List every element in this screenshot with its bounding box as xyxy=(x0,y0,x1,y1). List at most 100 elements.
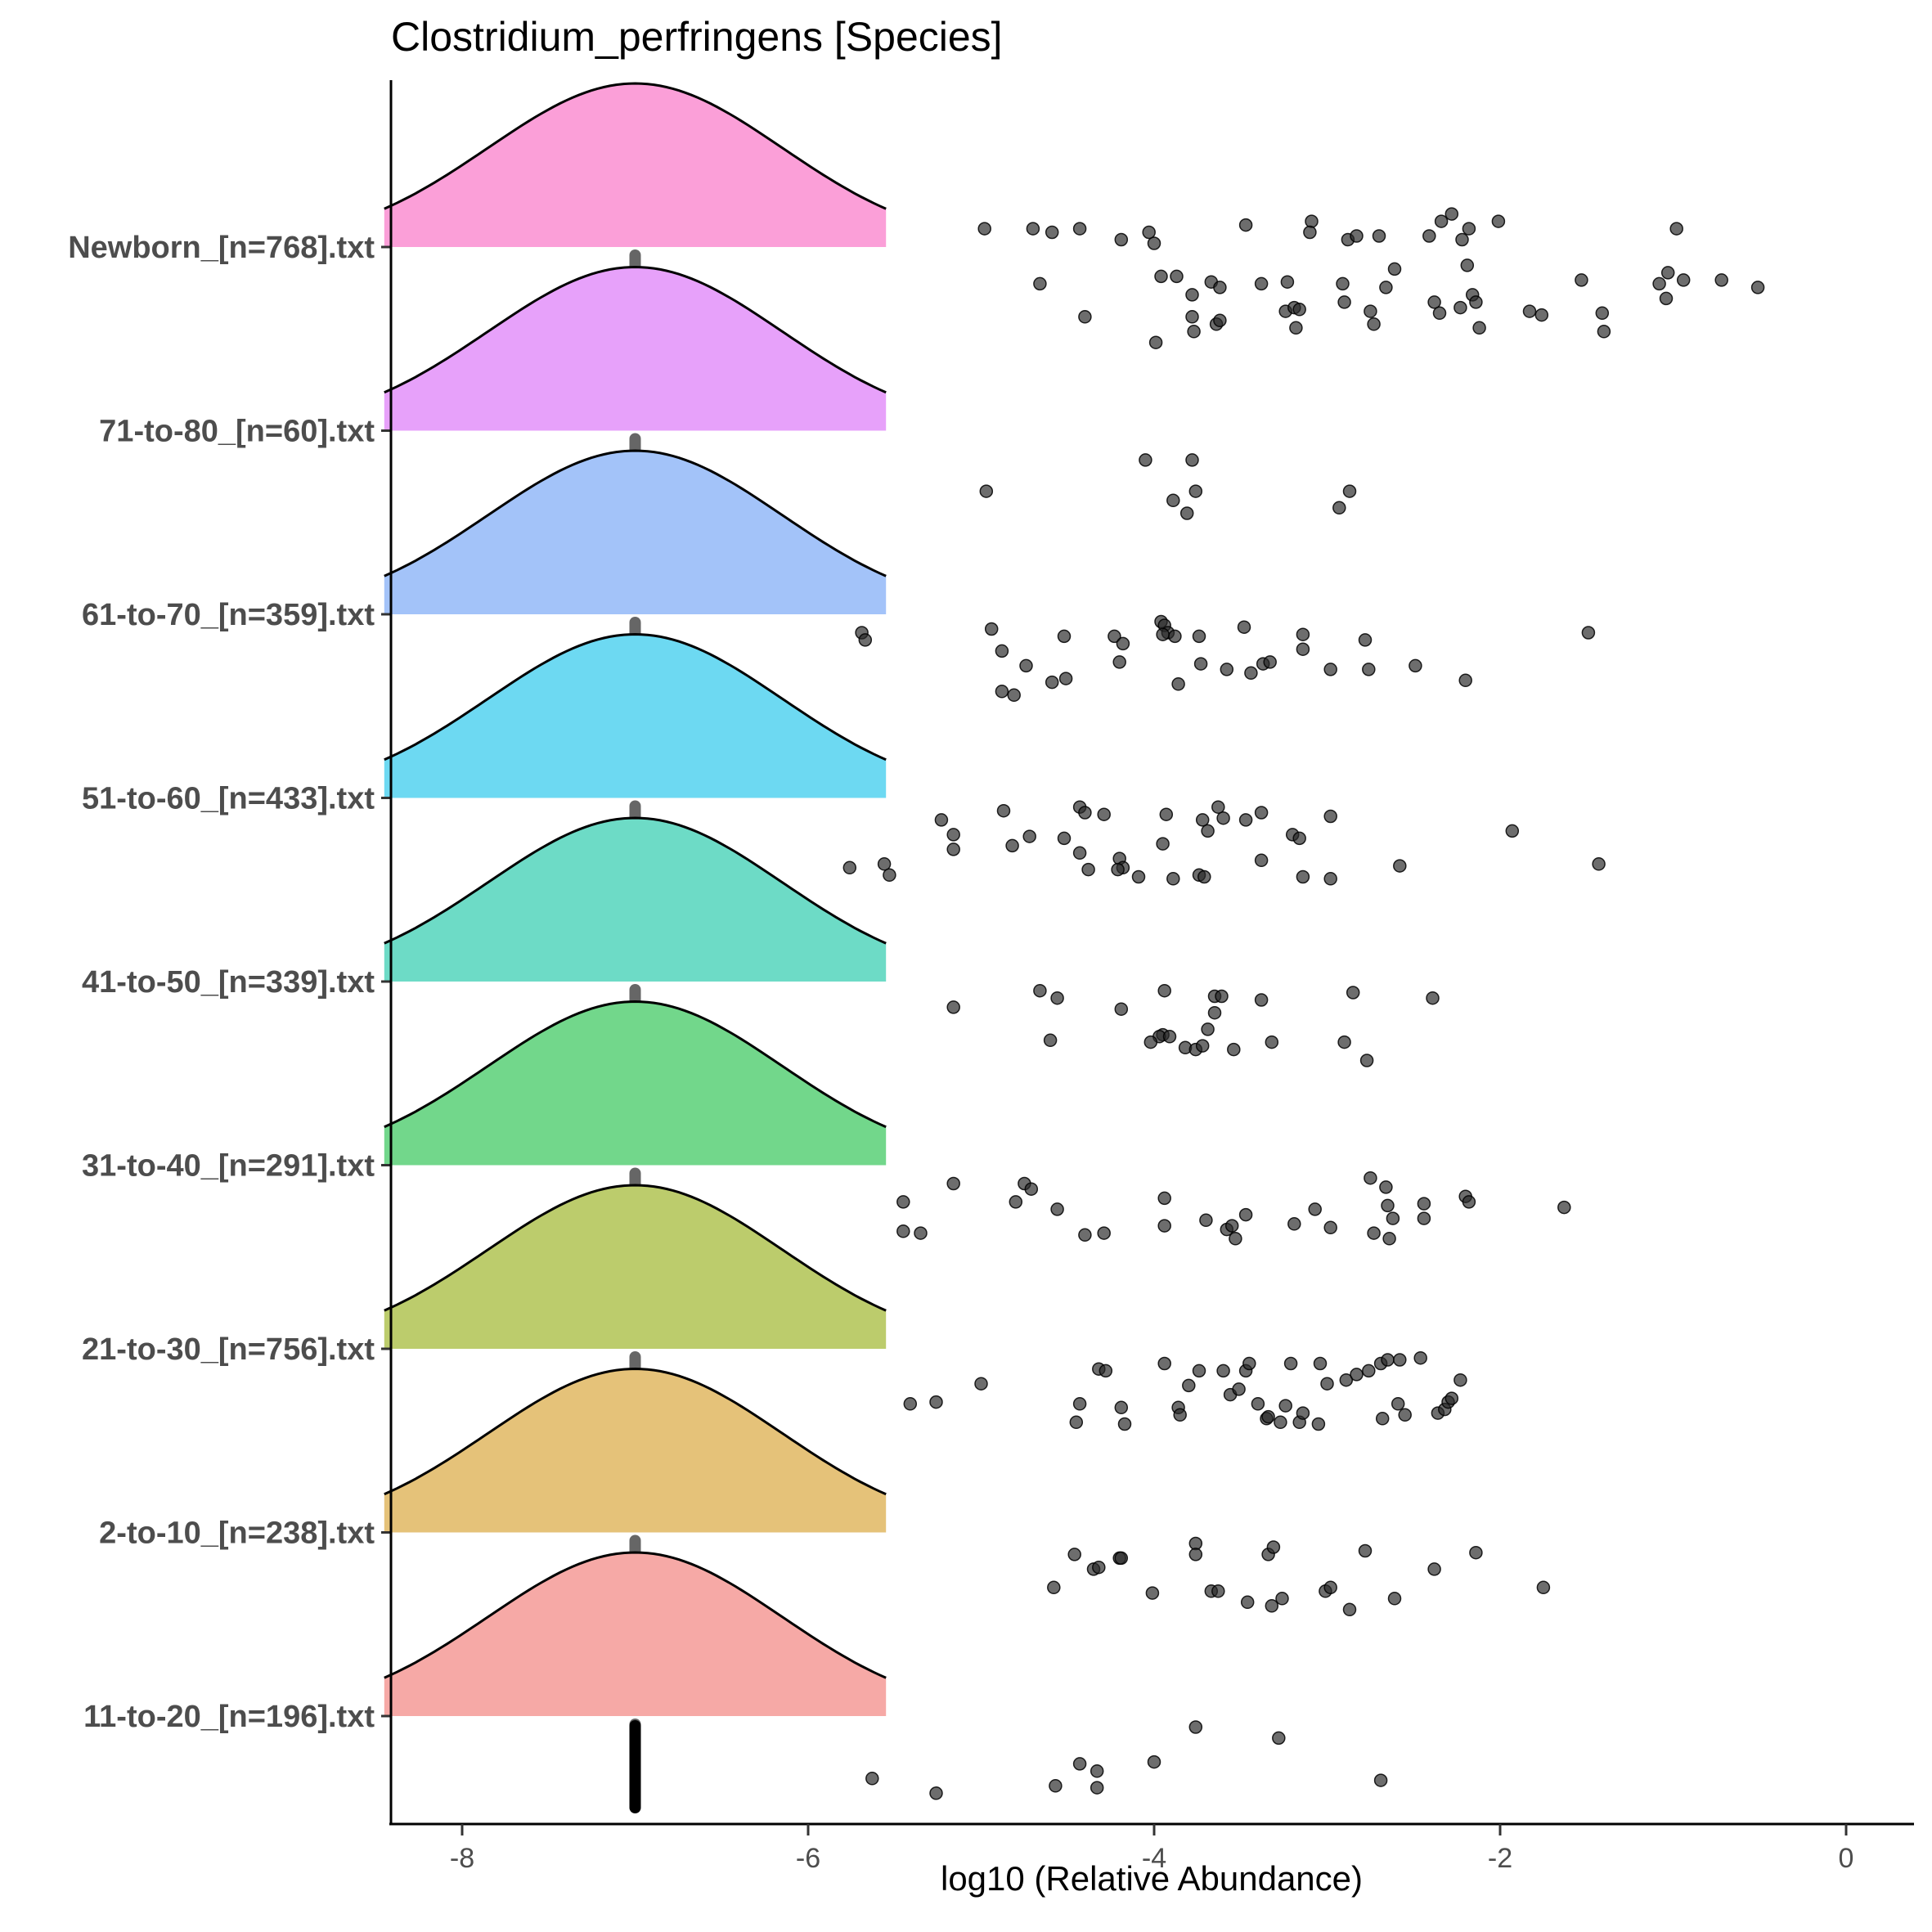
data-point xyxy=(1045,675,1059,690)
data-point xyxy=(1427,295,1441,309)
data-point xyxy=(1336,276,1350,291)
data-point xyxy=(1422,229,1436,243)
data-point xyxy=(1238,218,1253,232)
data-point xyxy=(1213,281,1227,294)
data-point xyxy=(1358,1543,1373,1558)
y-tick-label: 2-to-10_[n=238].txt xyxy=(99,1516,375,1551)
data-point xyxy=(1413,1350,1427,1365)
data-point xyxy=(1364,1170,1377,1185)
data-point xyxy=(1305,214,1319,228)
data-point xyxy=(929,1395,943,1409)
ridge-outline xyxy=(384,1184,887,1312)
data-point xyxy=(1254,276,1269,291)
data-point xyxy=(1168,629,1182,644)
data-point xyxy=(1072,1757,1087,1771)
data-point xyxy=(1188,1720,1203,1734)
ridge-fill xyxy=(384,83,887,247)
data-point xyxy=(1090,1781,1104,1795)
data-point xyxy=(995,685,1009,699)
data-point xyxy=(929,1786,943,1800)
data-point xyxy=(1081,862,1095,877)
data-point xyxy=(1254,993,1269,1007)
data-point xyxy=(1154,269,1168,284)
data-point xyxy=(1469,1545,1483,1560)
data-point xyxy=(865,1772,879,1786)
data-point xyxy=(1072,1397,1087,1411)
x-tick-label: -2 xyxy=(1488,1843,1512,1874)
data-point xyxy=(1455,232,1469,247)
x-tick-label: -8 xyxy=(450,1843,474,1874)
data-point xyxy=(1026,222,1040,236)
data-point xyxy=(1367,1226,1381,1240)
data-point xyxy=(995,644,1009,658)
data-point xyxy=(1592,857,1606,871)
data-point xyxy=(1350,229,1364,243)
y-tick-label: 71-to-80_[n=60].txt xyxy=(99,415,375,449)
data-point xyxy=(1265,1599,1279,1613)
data-point xyxy=(1197,869,1211,884)
ridge-outline xyxy=(384,1000,887,1129)
data-points xyxy=(842,207,1765,1800)
data-point xyxy=(1472,321,1486,335)
data-point xyxy=(1005,838,1019,853)
data-point xyxy=(1534,308,1549,322)
data-point xyxy=(1024,1182,1039,1196)
data-point xyxy=(1220,663,1234,676)
data-point xyxy=(977,222,991,236)
data-point xyxy=(1393,859,1407,873)
data-point xyxy=(1112,655,1126,669)
ridge-outline xyxy=(384,632,887,762)
ridge-outline xyxy=(384,1367,887,1496)
data-point xyxy=(974,1377,988,1391)
data-point xyxy=(946,828,960,842)
data-point xyxy=(1460,258,1475,272)
data-point xyxy=(1342,1602,1357,1617)
data-point xyxy=(1185,310,1199,324)
ridge-outline xyxy=(384,1551,887,1679)
data-point xyxy=(1078,1228,1092,1242)
data-point xyxy=(1296,869,1310,884)
data-point xyxy=(1188,1548,1203,1561)
data-point xyxy=(1676,273,1691,287)
data-point xyxy=(1213,313,1227,328)
data-point xyxy=(1207,1005,1222,1020)
data-point xyxy=(1296,1406,1310,1420)
data-point xyxy=(1469,295,1483,309)
data-point xyxy=(1156,627,1170,641)
chart-title: Clostridium_perfringens [Species] xyxy=(391,14,1003,60)
data-point xyxy=(1162,1030,1177,1044)
data-point xyxy=(1111,862,1125,877)
data-point xyxy=(1187,325,1201,339)
data-point xyxy=(1254,853,1269,868)
data-point xyxy=(1156,837,1170,851)
data-point xyxy=(946,1176,960,1191)
data-point xyxy=(1391,1397,1405,1411)
data-point xyxy=(1266,1540,1281,1554)
ridge-fill xyxy=(384,451,887,614)
data-point xyxy=(1491,214,1506,228)
y-axis-labels: Newborn_[n=768].txt 71-to-80_[n=60].txt 61… xyxy=(68,231,391,1734)
data-point xyxy=(1072,846,1087,860)
data-point xyxy=(1362,1364,1376,1378)
data-point xyxy=(1254,806,1269,820)
data-point xyxy=(1283,1356,1298,1371)
data-point xyxy=(934,813,949,827)
data-point xyxy=(1033,983,1047,998)
data-point xyxy=(858,633,873,647)
data-point xyxy=(1049,1779,1063,1793)
data-point xyxy=(914,1226,928,1240)
data-point xyxy=(1045,225,1059,240)
data-point xyxy=(1179,506,1194,520)
data-point xyxy=(1379,1180,1393,1194)
ridge-outline xyxy=(384,265,887,394)
data-point xyxy=(1238,813,1253,827)
data-point xyxy=(1069,1415,1084,1430)
data-point xyxy=(1090,1764,1104,1778)
data-point xyxy=(1251,1397,1265,1411)
data-point xyxy=(1393,1353,1407,1367)
data-point xyxy=(1185,288,1199,302)
data-point xyxy=(1427,1562,1441,1576)
data-point xyxy=(946,1000,960,1014)
data-point xyxy=(979,484,994,498)
data-point xyxy=(1320,1377,1334,1391)
